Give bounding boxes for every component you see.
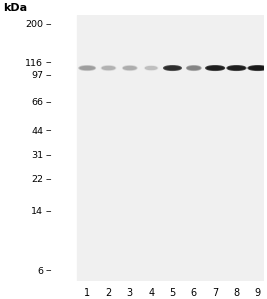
Text: 8: 8 (233, 288, 239, 298)
Bar (77, 15, 264, 281)
Text: --: -- (46, 59, 52, 68)
Ellipse shape (188, 67, 200, 69)
Text: 44: 44 (31, 126, 43, 135)
Ellipse shape (206, 66, 225, 70)
Text: 6: 6 (191, 288, 197, 298)
Text: 66: 66 (31, 98, 43, 107)
Ellipse shape (249, 67, 266, 69)
Ellipse shape (248, 66, 267, 70)
Ellipse shape (227, 66, 246, 70)
Text: 97: 97 (31, 71, 43, 80)
Ellipse shape (101, 66, 116, 70)
Ellipse shape (124, 67, 136, 69)
Text: --: -- (46, 98, 52, 107)
Text: 116: 116 (25, 59, 43, 68)
Ellipse shape (123, 66, 137, 70)
Text: --: -- (46, 266, 52, 275)
Text: 1: 1 (84, 288, 90, 298)
Text: 9: 9 (255, 288, 261, 298)
Ellipse shape (207, 67, 223, 69)
Ellipse shape (146, 67, 157, 69)
Ellipse shape (79, 66, 95, 70)
Text: 14: 14 (31, 207, 43, 216)
Text: 6: 6 (37, 266, 43, 275)
Text: --: -- (46, 175, 52, 184)
Text: --: -- (46, 20, 52, 29)
Text: 200: 200 (25, 20, 43, 29)
Text: 2: 2 (105, 288, 112, 298)
Text: 22: 22 (31, 175, 43, 184)
Text: --: -- (46, 207, 52, 216)
Ellipse shape (80, 67, 94, 69)
Text: --: -- (46, 151, 52, 160)
Ellipse shape (164, 66, 181, 70)
Text: --: -- (46, 71, 52, 80)
Text: 5: 5 (169, 288, 176, 298)
Ellipse shape (228, 67, 245, 69)
Ellipse shape (165, 67, 180, 69)
Text: 7: 7 (212, 288, 218, 298)
Text: --: -- (46, 126, 52, 135)
Text: 3: 3 (127, 288, 133, 298)
Text: 4: 4 (148, 288, 154, 298)
Ellipse shape (187, 66, 201, 70)
Ellipse shape (144, 66, 158, 70)
Ellipse shape (102, 67, 115, 69)
Text: 31: 31 (31, 151, 43, 160)
Text: kDa: kDa (3, 3, 27, 13)
